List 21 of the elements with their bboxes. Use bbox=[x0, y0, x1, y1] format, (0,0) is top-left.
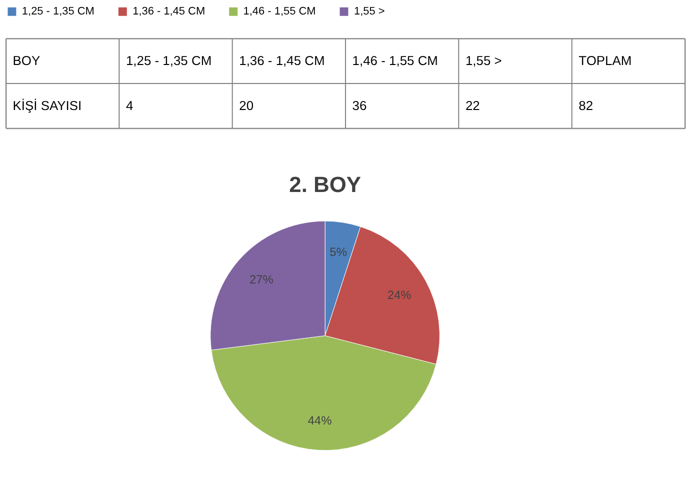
text: 20 bbox=[239, 98, 254, 113]
data-label: 24% bbox=[387, 288, 412, 302]
legend-label: 1,36 - 1,45 CM bbox=[132, 6, 206, 18]
text: 36 bbox=[352, 98, 367, 113]
text: 22 bbox=[465, 98, 480, 113]
text: BOY bbox=[12, 53, 40, 68]
legend-label: 1,25 - 1,35 CM bbox=[22, 6, 94, 18]
text: 82 bbox=[578, 98, 594, 113]
legend-label: 1,55 > bbox=[354, 6, 385, 18]
text: 1,46 - 1,55 CM bbox=[352, 53, 438, 68]
data-label: 5% bbox=[330, 244, 348, 259]
legend-label: 1,46 - 1,55 CM bbox=[243, 6, 316, 18]
text: 4 bbox=[126, 98, 134, 113]
text: KİŞİ SAYISI bbox=[12, 98, 82, 113]
text: 2. BOY bbox=[289, 172, 362, 198]
data-label: 27% bbox=[250, 272, 274, 287]
text: TOPLAM bbox=[578, 53, 632, 68]
data-label: 44% bbox=[308, 413, 332, 428]
text: 1,36 - 1,45 CM bbox=[239, 53, 325, 68]
text: 1,25 - 1,35 CM bbox=[126, 53, 212, 68]
text: 1,55 > bbox=[465, 53, 502, 68]
